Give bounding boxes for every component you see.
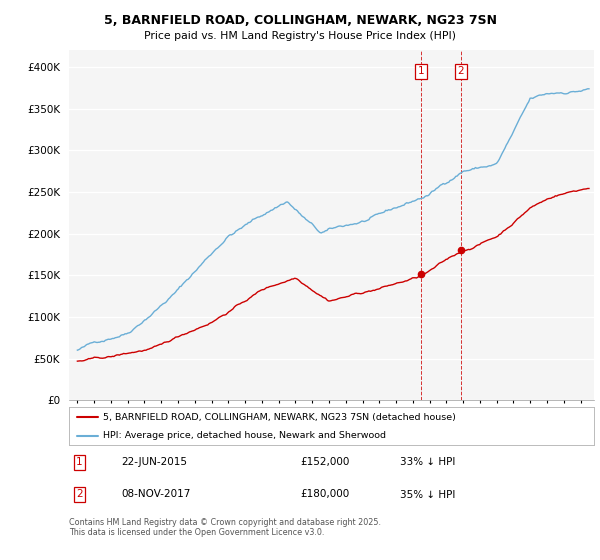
Text: Contains HM Land Registry data © Crown copyright and database right 2025.
This d: Contains HM Land Registry data © Crown c… [69, 518, 381, 538]
Text: 2: 2 [76, 489, 83, 500]
Text: 33% ↓ HPI: 33% ↓ HPI [400, 458, 455, 468]
Text: 5, BARNFIELD ROAD, COLLINGHAM, NEWARK, NG23 7SN: 5, BARNFIELD ROAD, COLLINGHAM, NEWARK, N… [104, 14, 497, 27]
Text: 22-JUN-2015: 22-JUN-2015 [121, 458, 187, 468]
Text: 1: 1 [76, 458, 83, 468]
Text: £152,000: £152,000 [300, 458, 349, 468]
Text: 1: 1 [418, 66, 424, 76]
Text: 08-NOV-2017: 08-NOV-2017 [121, 489, 191, 500]
Text: HPI: Average price, detached house, Newark and Sherwood: HPI: Average price, detached house, Newa… [103, 431, 386, 440]
Text: 2: 2 [457, 66, 464, 76]
Text: £180,000: £180,000 [300, 489, 349, 500]
Text: 35% ↓ HPI: 35% ↓ HPI [400, 489, 455, 500]
Text: Price paid vs. HM Land Registry's House Price Index (HPI): Price paid vs. HM Land Registry's House … [144, 31, 456, 41]
Text: 5, BARNFIELD ROAD, COLLINGHAM, NEWARK, NG23 7SN (detached house): 5, BARNFIELD ROAD, COLLINGHAM, NEWARK, N… [103, 413, 456, 422]
